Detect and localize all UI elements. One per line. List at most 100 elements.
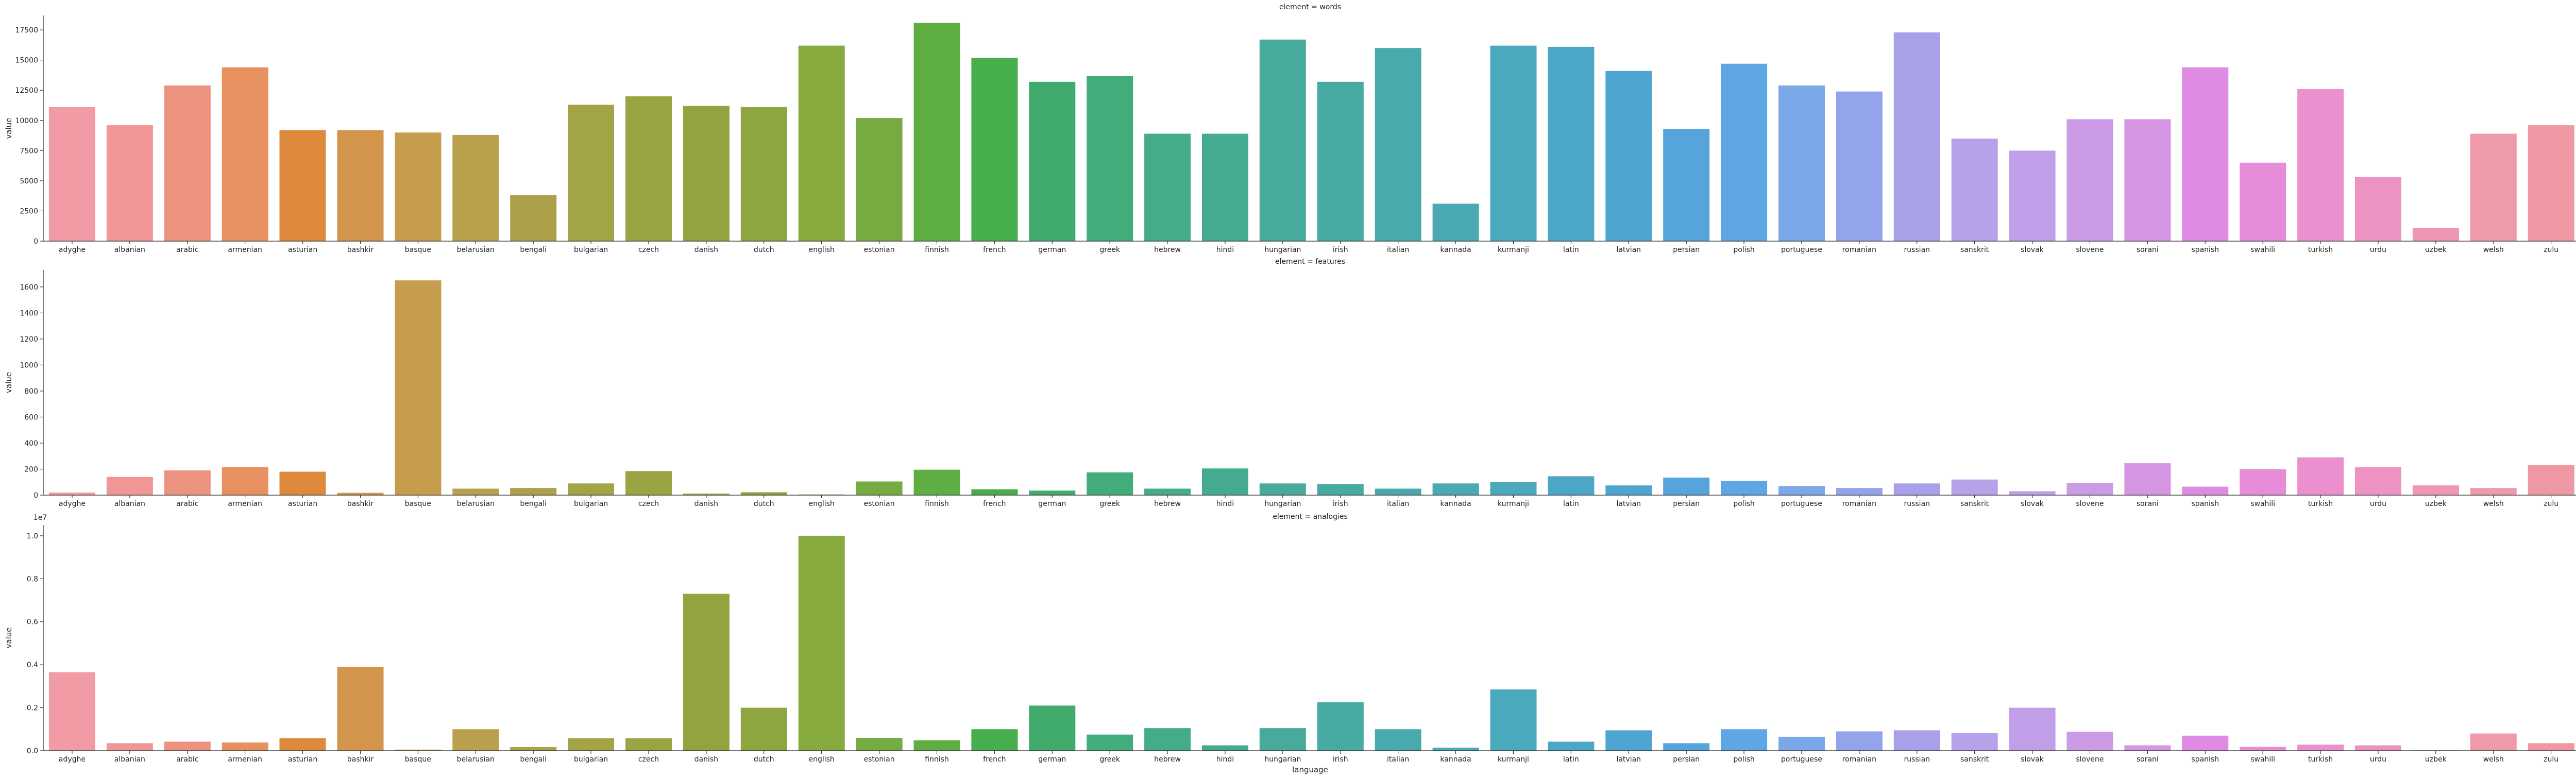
bar-bashkir xyxy=(337,130,384,241)
x-tick-label: danish xyxy=(694,500,718,508)
x-tick-label: kannada xyxy=(1440,246,1471,254)
bar-latvian xyxy=(1605,71,1652,241)
x-tick-label: greek xyxy=(1099,246,1121,254)
x-tick-label: slovene xyxy=(2076,246,2104,254)
bar-albanian xyxy=(106,125,153,241)
x-tick-label: asturian xyxy=(288,755,317,764)
x-tick-label: romanian xyxy=(1842,500,1876,508)
x-tick-label: danish xyxy=(694,755,718,764)
x-tick-label: asturian xyxy=(288,246,317,254)
x-tick-label: armenian xyxy=(228,246,262,254)
bar-bengali xyxy=(510,747,557,751)
x-tick-label: latvian xyxy=(1616,755,1641,764)
bar-bulgarian xyxy=(568,105,614,242)
y-tick-label: 12500 xyxy=(15,87,38,95)
x-tick-label: greek xyxy=(1099,500,1121,508)
x-tick-label: hebrew xyxy=(1154,500,1181,508)
bar-czech xyxy=(625,96,672,241)
y-tick-label: 7500 xyxy=(20,147,38,155)
bar-uzbek xyxy=(2412,228,2459,241)
bar-zulu xyxy=(2528,125,2574,241)
x-tick-label: latvian xyxy=(1616,246,1641,254)
bar-danish xyxy=(683,106,730,241)
bar-dutch xyxy=(740,707,787,751)
bar-bashkir xyxy=(337,667,384,751)
x-tick-label: asturian xyxy=(288,500,317,508)
x-tick-label: zulu xyxy=(2544,500,2558,508)
x-tick-label: czech xyxy=(638,500,659,508)
facet-panel-0: element = words 0 2500 5000 7500 10000 12500 15… xyxy=(4,3,2576,254)
bar-basque xyxy=(395,132,442,241)
bar-italian xyxy=(1375,488,1421,495)
bar-romanian xyxy=(1836,731,1883,751)
y-tick-label: 0.8 xyxy=(27,575,38,583)
x-tick-label: sanskrit xyxy=(1960,755,1989,764)
x-tick-label: spanish xyxy=(2191,755,2219,764)
bar-arabic xyxy=(164,470,211,495)
x-tick-label: hindi xyxy=(1216,500,1234,508)
x-tick-label: hungarian xyxy=(1264,755,1301,764)
bar-adyghe xyxy=(48,107,95,241)
bar-basque xyxy=(395,280,442,495)
bar-belarusian xyxy=(452,134,499,241)
bar-italian xyxy=(1375,729,1421,751)
bar-estonian xyxy=(856,481,903,495)
x-tick-label: persian xyxy=(1673,246,1700,254)
facet-title: element = words xyxy=(1279,3,1341,11)
x-tick-label: estonian xyxy=(863,755,894,764)
x-tick-label: kannada xyxy=(1440,755,1471,764)
x-tick-label: sorani xyxy=(2137,755,2159,764)
y-axis-label: value xyxy=(4,628,13,649)
bar-turkish xyxy=(2297,745,2344,751)
bar-hindi xyxy=(1202,468,1248,495)
x-tick-label: slovak xyxy=(2021,755,2044,764)
bar-sorani xyxy=(2124,463,2171,495)
x-tick-label: spanish xyxy=(2191,246,2219,254)
x-tick-label: basque xyxy=(405,755,431,764)
bar-bulgarian xyxy=(568,483,614,495)
bar-estonian xyxy=(856,738,903,751)
y-offset-text: 1e7 xyxy=(33,514,47,522)
x-tick-label: bengali xyxy=(520,755,547,764)
x-tick-label: bashkir xyxy=(347,246,374,254)
bar-welsh xyxy=(2470,488,2517,495)
bar-urdu xyxy=(2354,745,2401,751)
x-tick-label: hindi xyxy=(1216,755,1234,764)
x-tick-label: albanian xyxy=(114,755,145,764)
x-tick-label: hebrew xyxy=(1154,755,1181,764)
x-tick-label: turkish xyxy=(2308,755,2333,764)
y-tick-label: 17500 xyxy=(15,26,38,35)
x-tick-label: slovak xyxy=(2021,500,2044,508)
x-tick-label: hungarian xyxy=(1264,246,1301,254)
x-tick-label: english xyxy=(808,755,834,764)
x-tick-label: sorani xyxy=(2137,246,2159,254)
x-tick-label: armenian xyxy=(228,755,262,764)
bar-hungarian xyxy=(1259,728,1306,751)
x-tick-label: basque xyxy=(405,500,431,508)
bar-urdu xyxy=(2354,467,2401,495)
bar-hungarian xyxy=(1259,39,1306,242)
x-tick-label: bengali xyxy=(520,500,547,508)
x-tick-label: uzbek xyxy=(2425,500,2447,508)
bar-persian xyxy=(1663,477,1710,495)
x-tick-label: albanian xyxy=(114,246,145,254)
x-tick-label: belarusian xyxy=(457,246,495,254)
bar-sorani xyxy=(2124,745,2171,751)
bar-kannada xyxy=(1432,483,1479,495)
x-tick-label: latin xyxy=(1563,500,1579,508)
bar-sanskrit xyxy=(1951,138,1998,241)
bar-latvian xyxy=(1605,485,1652,495)
bar-albanian xyxy=(106,477,153,495)
y-tick-label: 1400 xyxy=(20,309,38,317)
bar-polish xyxy=(1721,481,1768,495)
bar-greek xyxy=(1087,734,1133,751)
x-tick-label: sorani xyxy=(2137,500,2159,508)
bar-slovene xyxy=(2066,732,2113,751)
bar-hebrew xyxy=(1144,728,1191,751)
x-tick-label: kurmanji xyxy=(1498,246,1529,254)
bar-hindi xyxy=(1202,745,1248,751)
x-tick-label: russian xyxy=(1904,246,1930,254)
bar-urdu xyxy=(2354,177,2401,241)
x-tick-label: slovene xyxy=(2076,755,2104,764)
x-tick-label: sanskrit xyxy=(1960,246,1989,254)
